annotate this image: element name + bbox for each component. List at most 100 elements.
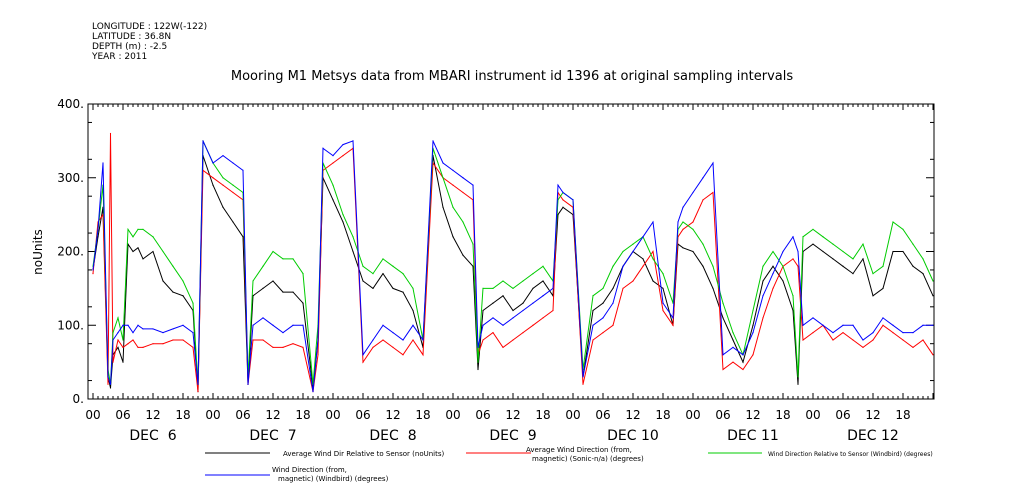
data-point [872, 295, 874, 297]
series-line-0 [92, 155, 934, 392]
data-point [557, 214, 559, 216]
data-point [302, 302, 304, 304]
x-tick-label: 06 [235, 408, 250, 422]
data-point [332, 155, 334, 157]
data-point [412, 339, 414, 341]
data-point [222, 206, 224, 208]
y-tick-label: 300. [57, 171, 84, 185]
data-point [882, 324, 884, 326]
data-point [712, 162, 714, 164]
data-point [797, 265, 799, 267]
data-point [247, 383, 249, 385]
data-point [117, 346, 119, 348]
data-point [752, 309, 754, 312]
data-point [662, 287, 664, 289]
data-point [522, 309, 524, 312]
data-point [682, 247, 684, 249]
data-point [652, 250, 654, 253]
data-point [242, 236, 244, 238]
data-point [802, 324, 804, 326]
data-point [162, 250, 164, 253]
data-point [732, 339, 734, 341]
data-point [342, 214, 344, 216]
x-tick-label: 18 [535, 408, 550, 422]
data-point [832, 332, 834, 334]
data-point [772, 273, 774, 275]
x-tick-label: 18 [775, 408, 790, 422]
data-point [117, 317, 119, 319]
data-point [482, 324, 484, 326]
data-point [772, 287, 774, 289]
data-point [642, 236, 644, 238]
data-point [502, 280, 504, 282]
data-point [172, 339, 174, 341]
data-point [352, 236, 354, 238]
data-point [152, 250, 154, 253]
data-point [317, 354, 319, 356]
data-point [342, 221, 344, 223]
data-point [222, 177, 224, 179]
data-point [782, 280, 784, 282]
data-point [152, 328, 154, 330]
data-point [262, 317, 264, 319]
plot-frame [87, 103, 935, 400]
data-point [782, 250, 784, 253]
data-point [452, 184, 454, 186]
data-point [162, 343, 164, 345]
data-point [812, 332, 814, 334]
data-point [692, 221, 694, 223]
day-label: DEC 11 [727, 428, 779, 444]
series-0 [92, 155, 934, 393]
day-label: DEC 7 [249, 428, 296, 444]
data-point [612, 302, 614, 304]
data-point [452, 236, 454, 238]
data-point [172, 265, 174, 267]
legend-item-rel-windbird: Wind Direction Relative to Sensor (Windb… [708, 451, 933, 458]
data-point [842, 324, 844, 326]
data-point [562, 199, 564, 201]
data-point [272, 280, 274, 282]
data-point [422, 354, 424, 356]
data-point [872, 339, 874, 341]
data-point [127, 343, 129, 345]
series-line-3 [92, 140, 933, 392]
data-point [797, 250, 799, 253]
data-point [602, 317, 604, 319]
data-point [742, 361, 744, 363]
data-point [442, 177, 444, 179]
data-point [932, 295, 934, 297]
data-point [137, 346, 139, 348]
data-point [792, 309, 794, 312]
data-point [282, 332, 284, 334]
data-point [152, 343, 154, 345]
data-point [702, 199, 704, 201]
data-point [432, 140, 434, 142]
data-point [622, 287, 624, 289]
data-point [612, 324, 614, 326]
legend: Average Wind Dir Relative to Sensor (noU… [205, 446, 933, 483]
x-axis: 00 06 12 18 00 06 12 18 00 06 12 18 00 06 12 18 00 06 12 18… [85, 104, 934, 444]
data-point [722, 317, 724, 319]
data-point [682, 221, 684, 223]
data-point [932, 280, 934, 282]
data-point [812, 243, 814, 245]
data-point [392, 332, 394, 334]
y-axis-label: noUnits [31, 229, 45, 275]
data-point [902, 250, 904, 253]
data-point [222, 184, 224, 186]
data-point [182, 339, 184, 341]
data-point [482, 287, 484, 289]
data-point [192, 346, 194, 348]
series-3 [92, 140, 934, 393]
data-point [392, 346, 394, 348]
data-point [512, 287, 514, 289]
data-point [552, 309, 554, 312]
data-point [872, 332, 874, 334]
data-point [402, 354, 404, 356]
data-point [862, 258, 864, 260]
data-point [662, 309, 664, 312]
data-point [582, 383, 584, 385]
data-point [137, 324, 139, 326]
legend-label-mag-windbird: Wind Direction (from, magnetic) (Windbir… [272, 466, 389, 483]
data-point [922, 258, 924, 260]
